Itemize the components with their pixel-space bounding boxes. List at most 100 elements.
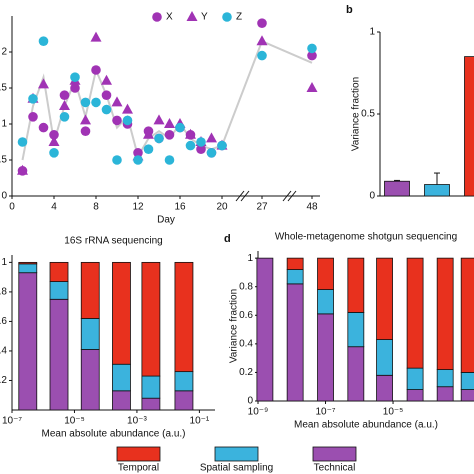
point — [70, 83, 80, 93]
legend-swatch — [116, 446, 161, 462]
point — [112, 115, 122, 126]
point — [80, 126, 91, 136]
y-tick-label: 0.8 — [239, 281, 253, 292]
point — [307, 43, 317, 54]
bar-segment — [112, 363, 131, 392]
legend-swatch — [214, 446, 259, 462]
x-tick-label: 4 — [51, 202, 57, 213]
triangle-point — [206, 132, 217, 143]
triangle-point — [306, 82, 318, 92]
panel-label: b — [346, 4, 353, 16]
triangle-point — [153, 114, 165, 125]
point — [38, 36, 49, 46]
bar-segment — [460, 372, 474, 390]
legend-swatch — [312, 446, 357, 462]
x-tick-label: 10⁻⁷ — [2, 416, 22, 427]
point — [206, 148, 217, 158]
bar-segment — [18, 263, 38, 274]
point — [122, 115, 133, 126]
point — [154, 133, 164, 144]
bar-segment — [286, 269, 304, 285]
point — [101, 90, 112, 100]
triangle-point — [80, 114, 91, 125]
y-tick-label: 0 — [247, 396, 253, 407]
point — [133, 155, 143, 165]
legend-label: Spatial sampling — [200, 463, 273, 474]
triangle-point — [185, 128, 196, 139]
bar-segment — [49, 261, 69, 282]
triangle-point — [90, 31, 102, 42]
bar-segment — [286, 283, 304, 402]
bar-segment — [141, 261, 161, 377]
legend-label: Y — [201, 12, 208, 23]
x-tick-label: 12 — [132, 202, 144, 213]
legend-label: Z — [236, 12, 242, 23]
x-tick-label: 16 — [174, 202, 186, 213]
x-axis-label: Day — [157, 215, 175, 226]
bar-segment — [317, 257, 334, 290]
x-tick-label: 10⁻¹ — [190, 416, 210, 427]
triangle-point — [38, 78, 49, 89]
y-tick-label: 1 — [1, 257, 7, 268]
bar-segment — [406, 257, 424, 369]
bar-segment — [436, 369, 454, 388]
legend-label: X — [166, 12, 173, 23]
bar-segment — [18, 261, 38, 265]
y-tick-label: .5 — [0, 83, 7, 94]
x-tick-label: 27 — [256, 202, 268, 213]
trend-line — [21, 39, 313, 161]
legend-marker — [222, 12, 232, 22]
y-tick-label: 0.6 — [239, 310, 253, 321]
x-tick-label: 10⁻⁹ — [248, 407, 269, 418]
y-tick-label: 0.4 — [239, 338, 253, 349]
bar-segment — [436, 257, 454, 370]
point — [257, 18, 267, 29]
point — [38, 122, 49, 133]
triangle-point — [17, 164, 28, 175]
bar-segment — [174, 390, 194, 411]
bar-segment — [317, 313, 334, 402]
point — [217, 140, 227, 151]
point — [196, 137, 206, 147]
point — [49, 130, 59, 140]
point — [70, 72, 80, 82]
point — [28, 94, 38, 104]
point — [101, 104, 112, 115]
x-tick-label: 48 — [306, 202, 318, 213]
point — [164, 130, 175, 140]
legend-marker — [152, 12, 162, 22]
chart-title: 16S rRNA sequencing — [64, 236, 162, 247]
bar-segment — [347, 346, 365, 402]
bar — [384, 180, 410, 197]
bar-segment — [436, 386, 454, 402]
bar-segment — [347, 257, 365, 313]
y-tick-label: 0 — [369, 191, 375, 202]
y-axis-label: Variance fraction — [229, 289, 240, 363]
x-axis-label: Mean absolute abundance (a.u.) — [294, 420, 438, 431]
y-tick-label: .6 — [0, 316, 7, 327]
point — [28, 112, 38, 122]
y-tick-label: 1 — [1, 119, 7, 130]
bar-segment — [406, 389, 424, 402]
point — [91, 97, 101, 108]
x-axis-label: Mean absolute abundance (a.u.) — [42, 429, 186, 440]
y-tick-label: .2 — [0, 375, 7, 386]
point — [59, 90, 70, 100]
bar-segment — [286, 257, 304, 270]
x-tick-label: 10⁻⁷ — [316, 407, 336, 418]
y-tick-label: 0.5 — [361, 109, 375, 120]
bar-segment — [80, 261, 100, 319]
bar-segment — [347, 312, 365, 348]
bar-segment — [80, 349, 100, 411]
bar-segment — [376, 339, 393, 376]
point — [80, 97, 91, 108]
bar-segment — [376, 257, 393, 340]
bar-segment — [460, 257, 474, 373]
y-tick-label: 0.2 — [239, 367, 253, 378]
y-tick-label: .8 — [0, 287, 7, 298]
triangle-point — [256, 35, 268, 46]
point — [196, 144, 206, 154]
point — [143, 144, 154, 154]
bar-segment — [141, 397, 161, 411]
